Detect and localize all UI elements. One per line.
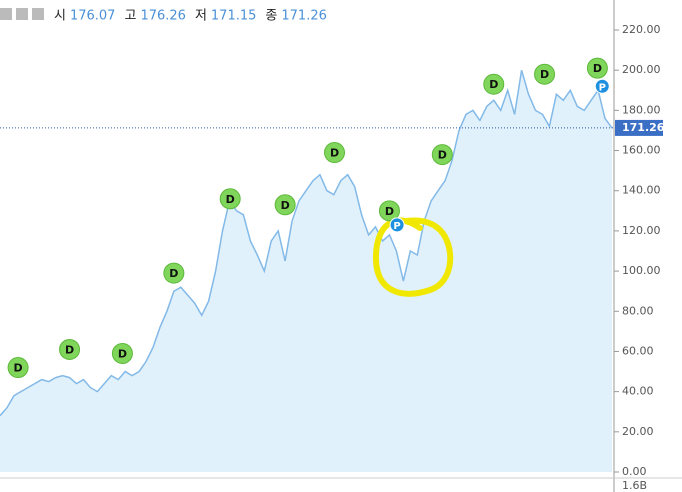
area bbox=[0, 70, 612, 472]
y-tick-label: 140.00 bbox=[622, 184, 661, 197]
event-label: D bbox=[281, 199, 290, 212]
event-marker bbox=[431, 144, 453, 166]
y-tick-label: 80.00 bbox=[622, 304, 654, 317]
event-label: D bbox=[540, 68, 549, 81]
plot bbox=[0, 69, 613, 472]
event-marker bbox=[483, 73, 505, 95]
event-marker bbox=[534, 63, 556, 85]
event-marker bbox=[324, 142, 346, 164]
event-marker bbox=[59, 338, 81, 360]
event-label: D bbox=[118, 347, 127, 360]
event-label: D bbox=[169, 267, 178, 280]
line bbox=[0, 69, 613, 417]
event-label: P bbox=[599, 82, 606, 93]
header-value: 171.26 bbox=[281, 9, 327, 24]
event-label: P bbox=[393, 221, 400, 232]
event-label: D bbox=[14, 362, 23, 375]
y-tick-label: 160.00 bbox=[622, 144, 661, 157]
y-tick-label: 100.00 bbox=[622, 264, 661, 277]
icon bbox=[16, 8, 28, 20]
event-label: D bbox=[65, 343, 74, 356]
event-marker bbox=[594, 78, 610, 94]
y-tick-label: 60.00 bbox=[622, 344, 654, 357]
highlight-circle bbox=[372, 217, 454, 297]
y-tick-label: 200.00 bbox=[622, 63, 661, 76]
event-marker bbox=[219, 188, 241, 210]
header-value: 176.07 bbox=[70, 9, 116, 24]
event-label: D bbox=[385, 205, 394, 218]
header-value: 176.26 bbox=[140, 9, 186, 24]
event-marker bbox=[389, 217, 405, 233]
event-label: D bbox=[330, 147, 339, 160]
y-tick-label: 40.00 bbox=[622, 385, 654, 398]
event-marker bbox=[586, 57, 608, 79]
icon bbox=[0, 8, 12, 20]
header-label: 고 bbox=[124, 9, 136, 24]
event-marker bbox=[7, 357, 29, 379]
y-tick-label: 0.00 bbox=[622, 465, 647, 478]
header-label: 종 bbox=[265, 9, 277, 24]
volume-label: 1.6B bbox=[622, 479, 647, 492]
y-tick-label: 120.00 bbox=[622, 224, 661, 237]
last-price-label: 171.26 bbox=[622, 121, 665, 134]
y-tick-label: 180.00 bbox=[622, 103, 661, 116]
event-marker bbox=[274, 194, 296, 216]
event-label: D bbox=[226, 193, 235, 206]
header-label: 시 bbox=[54, 9, 66, 24]
header-value: 171.15 bbox=[211, 9, 257, 24]
event-label: D bbox=[438, 149, 447, 162]
y-tick-label: 20.00 bbox=[622, 425, 654, 438]
event-marker bbox=[163, 262, 185, 284]
event-marker bbox=[111, 342, 133, 364]
last-price-box bbox=[615, 119, 663, 136]
event-label: D bbox=[489, 78, 498, 91]
icon bbox=[32, 8, 44, 20]
header-label: 저 bbox=[195, 9, 207, 24]
y-tick-label: 220.00 bbox=[622, 23, 661, 36]
event-label: D bbox=[593, 62, 602, 75]
event-marker bbox=[378, 200, 400, 222]
